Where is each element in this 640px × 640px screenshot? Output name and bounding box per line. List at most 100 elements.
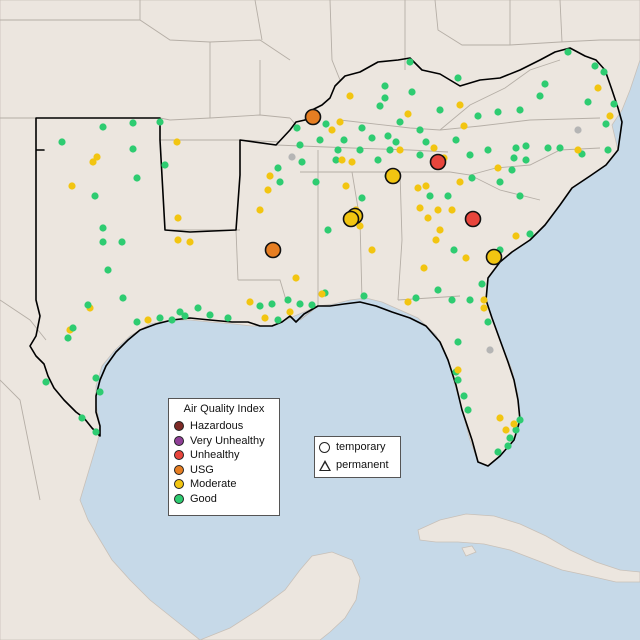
- monitor-marker-small: [118, 238, 126, 246]
- legend-swatch-unhealthy: [174, 450, 184, 461]
- monitor-marker-small: [224, 314, 232, 322]
- monitor-marker-small: [516, 192, 524, 200]
- monitor-marker-small: [522, 142, 530, 150]
- monitor-marker-small: [119, 294, 127, 302]
- monitor-marker-small: [84, 301, 92, 309]
- legend-label-good: Good: [190, 492, 217, 505]
- monitor-marker-small: [436, 106, 444, 114]
- monitor-marker-small: [356, 222, 364, 230]
- monitor-marker-small: [256, 302, 264, 310]
- monitor-marker-small: [516, 416, 524, 424]
- monitor-marker-small: [510, 420, 518, 428]
- monitor-marker-small: [69, 324, 77, 332]
- land-cuba: [417, 513, 640, 583]
- monitor-marker-small: [406, 58, 414, 66]
- legend-swatch-usg: [174, 464, 184, 475]
- monitor-marker-small: [454, 376, 462, 384]
- monitor-marker-small: [412, 294, 420, 302]
- legend-label-hazardous: Hazardous: [190, 420, 244, 433]
- monitor-marker-small: [474, 112, 482, 120]
- monitor-marker-small: [422, 138, 430, 146]
- monitor-marker-temporary: [464, 210, 482, 228]
- monitor-marker-small: [246, 298, 254, 306]
- monitor-marker-small: [99, 224, 107, 232]
- legend-label-temporary: temporary: [336, 441, 386, 453]
- monitor-marker-small: [574, 126, 582, 134]
- monitor-marker-temporary: [304, 108, 322, 126]
- monitor-marker-temporary: [429, 153, 447, 171]
- monitor-marker-small: [510, 154, 518, 162]
- monitor-marker-small: [584, 98, 592, 106]
- monitor-marker-small: [186, 238, 194, 246]
- monitor-marker-small: [324, 226, 332, 234]
- monitor-marker-small: [444, 192, 452, 200]
- monitor-marker-small: [468, 174, 476, 182]
- monitor-marker-small: [173, 138, 181, 146]
- monitor-markers: [42, 48, 618, 456]
- monitor-marker-small: [494, 164, 502, 172]
- monitor-marker-small: [452, 136, 460, 144]
- legend-label-very-unhealthy: Very Unhealthy: [190, 434, 265, 447]
- aqi-legend: Air Quality Index Hazardous Very Unhealt…: [168, 398, 280, 516]
- monitor-marker-small: [464, 406, 472, 414]
- monitor-marker-small: [420, 264, 428, 272]
- land-isla-juventud: [461, 545, 477, 557]
- land-yucatan: [199, 551, 361, 640]
- monitor-marker-small: [436, 226, 444, 234]
- monitor-marker-small: [264, 186, 272, 194]
- monitor-marker-small: [600, 68, 608, 76]
- monitor-marker-small: [348, 158, 356, 166]
- monitor-marker-small: [144, 316, 152, 324]
- legend-item-very-unhealthy: Very Unhealthy: [169, 434, 279, 449]
- monitor-marker-small: [506, 434, 514, 442]
- monitor-marker-small: [386, 146, 394, 154]
- monitor-marker-small: [606, 112, 614, 120]
- monitor-marker-small: [312, 178, 320, 186]
- monitor-marker-small: [486, 346, 494, 354]
- monitor-marker-small: [336, 118, 344, 126]
- monitor-marker-small: [368, 246, 376, 254]
- monitor-marker-small: [268, 300, 276, 308]
- monitor-marker-small: [206, 311, 214, 319]
- monitor-marker-small: [564, 48, 572, 56]
- monitor-marker-small: [99, 123, 107, 131]
- legend-swatch-very-unhealthy: [174, 435, 184, 446]
- circle-icon: [319, 441, 330, 453]
- study-region-outline: [29, 47, 623, 467]
- monitor-marker-small: [480, 304, 488, 312]
- monitor-marker-small: [292, 274, 300, 282]
- monitor-marker-small: [522, 156, 530, 164]
- monitor-marker-small: [89, 158, 97, 166]
- monitor-marker-small: [456, 101, 464, 109]
- monitor-marker-small: [392, 138, 400, 146]
- monitor-marker-temporary: [342, 210, 360, 228]
- monitor-marker-small: [448, 206, 456, 214]
- monitor-marker-small: [526, 230, 534, 238]
- monitor-marker-small: [96, 388, 104, 396]
- legend-swatch-hazardous: [174, 421, 184, 432]
- monitor-marker-small: [454, 338, 462, 346]
- monitor-marker-small: [536, 92, 544, 100]
- monitor-marker-small: [432, 236, 440, 244]
- monitor-marker-small: [574, 146, 582, 154]
- monitor-marker-small: [296, 141, 304, 149]
- monitor-marker-small: [456, 178, 464, 186]
- monitor-marker-small: [360, 292, 368, 300]
- monitor-marker-small: [104, 266, 112, 274]
- monitor-marker-small: [381, 94, 389, 102]
- monitor-marker-small: [156, 118, 164, 126]
- monitor-marker-small: [460, 392, 468, 400]
- legend-item-permanent: permanent: [315, 457, 400, 473]
- monitor-marker-small: [396, 118, 404, 126]
- legend-item-hazardous: Hazardous: [169, 419, 279, 434]
- monitor-marker-small: [480, 296, 488, 304]
- monitor-marker-small: [434, 206, 442, 214]
- monitor-marker-small: [318, 290, 326, 298]
- monitor-marker-temporary: [384, 167, 402, 185]
- monitor-marker-small: [133, 318, 141, 326]
- monitor-marker-small: [368, 134, 376, 142]
- monitor-marker-small: [176, 308, 184, 316]
- monitor-marker-small: [384, 132, 392, 140]
- monitor-marker-small: [338, 156, 346, 164]
